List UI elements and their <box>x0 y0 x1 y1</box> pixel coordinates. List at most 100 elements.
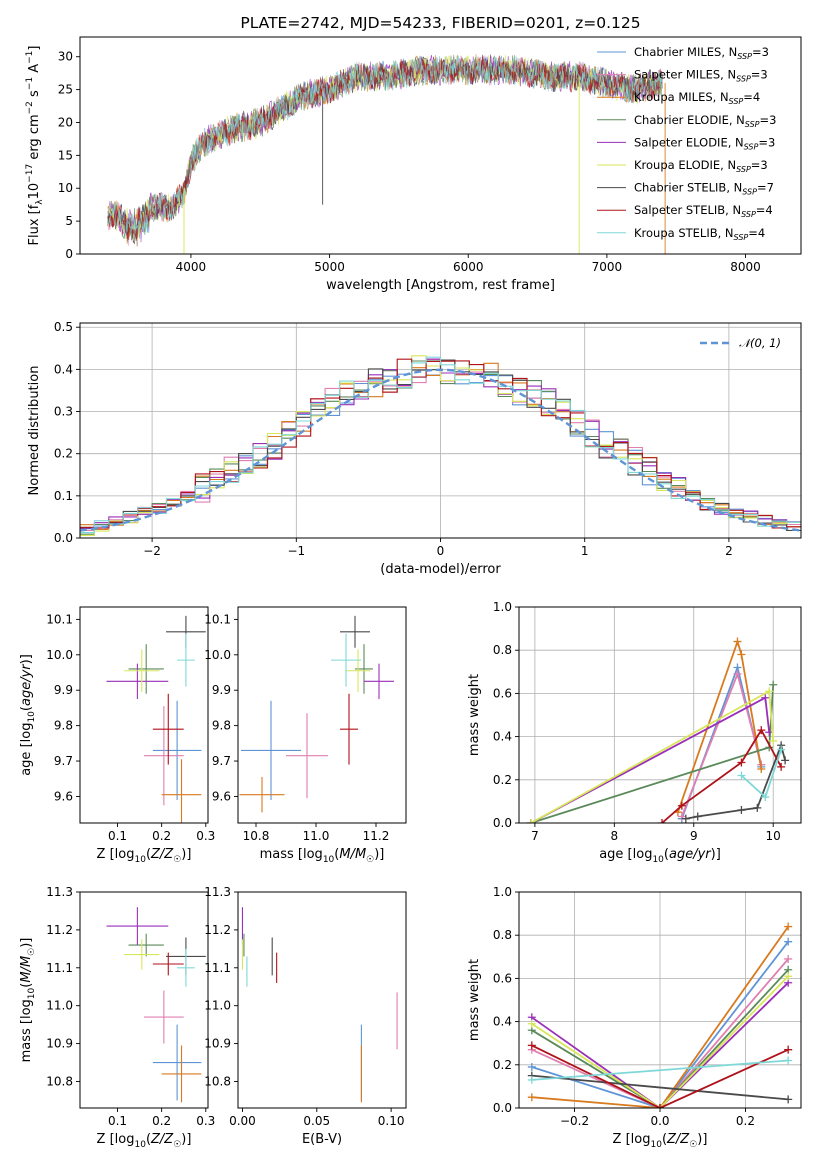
axes-frame <box>237 606 407 824</box>
legend-label: Chabrier STELIB, NSSP=7 <box>634 181 774 197</box>
weight-marker-0 <box>737 771 746 780</box>
x-tick-label-1: 5000 <box>314 260 345 274</box>
y-axis-label: age [log10(age/yr)] <box>19 654 37 776</box>
x-tick-label-0: 0.00 <box>229 1114 256 1128</box>
weight-marker-3 <box>757 765 766 773</box>
legend-normal-label: 𝒩(0, 1) <box>739 336 781 350</box>
errorbar-salpeter-miles <box>286 713 328 799</box>
y-axis-label: mass weight <box>467 959 482 1041</box>
weight-line <box>531 969 789 1108</box>
y-tick-label-1: 9.7 <box>54 754 73 768</box>
x-tick-label-0: 0.1 <box>108 829 127 843</box>
x-tick-label-1: 0.0 <box>650 1114 669 1128</box>
x-axis-label: Z [log10(Z/Z☉)] <box>97 1132 192 1150</box>
x-tick-label-1: 11.0 <box>303 829 330 843</box>
y-tick-label-2: 9.8 <box>212 719 231 733</box>
weight-series-salpeter-stelib <box>657 726 786 823</box>
legend-entry-1: Salpeter MILES, NSSP=3 <box>597 68 768 84</box>
y-tick-label-4: 0.8 <box>493 928 512 942</box>
weight-line <box>531 1074 789 1101</box>
histogram-kroupa-stelib <box>80 356 801 534</box>
x-tick-label-2: 11.2 <box>363 829 390 843</box>
y-tick-label-3: 9.9 <box>212 683 231 697</box>
x-tick-label-3: 10 <box>766 829 781 843</box>
weight-series-kroupa-miles <box>673 637 766 817</box>
y-tick-label-0: 0.0 <box>54 531 73 545</box>
chart-panel-2: 0.1 0.2 0.3 9.6 9.7 9.8 9.9 10.0 10.1 Z [log10(Z/… <box>19 606 215 865</box>
x-tick-label-0: −2 <box>143 544 161 558</box>
errorbar-chabrier-miles <box>241 700 301 800</box>
y-tick-label-4: 11.2 <box>204 923 231 937</box>
normal-curve <box>80 368 801 532</box>
y-tick-label-0: 10.8 <box>46 1074 73 1088</box>
plot-area <box>527 922 793 1108</box>
legend-label: Kroupa ELODIE, NSSP=3 <box>634 158 768 174</box>
axes-frame <box>237 891 407 1109</box>
y-tick-label-3: 9.9 <box>54 683 73 697</box>
y-tick-label-2: 0.2 <box>54 447 73 461</box>
y-tick-label-1: 10.9 <box>204 1037 231 1051</box>
errorbar-salpeter-stelib <box>152 952 184 976</box>
x-tick-label-0: 7 <box>531 829 539 843</box>
x-tick-label-3: 1 <box>581 544 589 558</box>
plot-area <box>106 907 206 1103</box>
spectrum-kroupa-stelib <box>107 55 663 238</box>
weight-marker-5 <box>781 756 790 765</box>
weight-series-salpeter-elodie <box>526 693 774 823</box>
legend-entry-0: Chabrier MILES, NSSP=3 <box>597 45 769 61</box>
x-axis-label: mass [log10(M/M☉)] <box>260 847 385 865</box>
errorbar-chabrier-stelib <box>340 615 370 648</box>
errorbar-salpeter-elodie <box>106 663 169 700</box>
x-axis-label: Z [log10(Z/Z☉)] <box>97 847 192 865</box>
legend-entry-4: Salpeter ELODIE, NSSP=3 <box>597 135 775 151</box>
weight-marker-0 <box>527 1062 536 1071</box>
x-tick-label-1: 8 <box>611 829 619 843</box>
plot-area <box>241 907 398 1103</box>
chart-panel-6: 0.00 0.05 0.10 10.8 10.9 11.0 11.1 11.2 11.3 E(B-… <box>204 885 407 1147</box>
weight-series-kroupa-stelib <box>527 1056 793 1084</box>
weight-marker-2 <box>784 922 793 931</box>
legend-label: Chabrier ELODIE, NSSP=3 <box>634 113 776 129</box>
y-tick-label-2: 0.4 <box>493 730 512 744</box>
weight-series-salpeter-stelib <box>527 1041 793 1108</box>
y-tick-label-3: 15 <box>58 148 73 162</box>
y-tick-label-4: 0.8 <box>493 643 512 657</box>
weight-line <box>531 941 789 1108</box>
legend-label: Salpeter MILES, NSSP=3 <box>634 68 768 84</box>
weight-marker-0 <box>527 1075 536 1084</box>
x-tick-label-1: 0.2 <box>152 1114 171 1128</box>
y-tick-label-5: 10.1 <box>204 612 231 626</box>
x-axis-label: (data-model)/error <box>380 562 501 577</box>
errorbar-kroupa-stelib <box>177 948 195 987</box>
x-tick-label-4: 2 <box>725 544 733 558</box>
legend-entry-6: Chabrier STELIB, NSSP=7 <box>597 181 774 197</box>
weight-marker-0 <box>526 819 535 823</box>
weight-marker-1 <box>761 793 770 802</box>
weight-marker-0 <box>527 1041 536 1050</box>
weight-marker-0 <box>657 819 666 823</box>
plot-area <box>107 54 666 254</box>
plot-area <box>80 355 801 537</box>
errorbar-kroupa-elodie <box>346 649 370 692</box>
y-tick-label-5: 11.3 <box>204 885 231 899</box>
x-tick-label-2: 9 <box>690 829 698 843</box>
weight-marker-1 <box>656 1104 664 1108</box>
chart-panel-5: 0.1 0.2 0.3 10.8 10.9 11.0 11.1 11.2 11.3 Z [log1… <box>19 885 215 1150</box>
y-tick-label-3: 11.1 <box>204 961 231 975</box>
y-tick-label-4: 10.0 <box>46 648 73 662</box>
chart-title: PLATE=2742, MJD=54233, FIBERID=0201, z=0… <box>240 14 640 32</box>
weight-marker-4 <box>777 762 786 771</box>
y-axis-label: Flux [fλ10−17 erg cm−2 s−1 A−1] <box>25 46 45 246</box>
y-tick-label-0: 10.8 <box>204 1074 231 1088</box>
weight-marker-0 <box>527 1019 536 1028</box>
x-tick-label-2: 0 <box>437 544 445 558</box>
y-tick-label-1: 10.9 <box>46 1037 73 1051</box>
y-tick-label-1: 0.2 <box>493 773 512 787</box>
errorbar-kroupa-elodie <box>124 649 160 692</box>
legend-label: Salpeter ELODIE, NSSP=3 <box>634 135 775 151</box>
weight-series-kroupa-stelib <box>737 745 786 802</box>
y-tick-label-4: 20 <box>58 115 73 129</box>
errorbar-salpeter-elodie <box>106 907 169 946</box>
y-tick-label-0: 9.6 <box>54 789 73 803</box>
y-tick-label-4: 0.4 <box>54 362 73 376</box>
